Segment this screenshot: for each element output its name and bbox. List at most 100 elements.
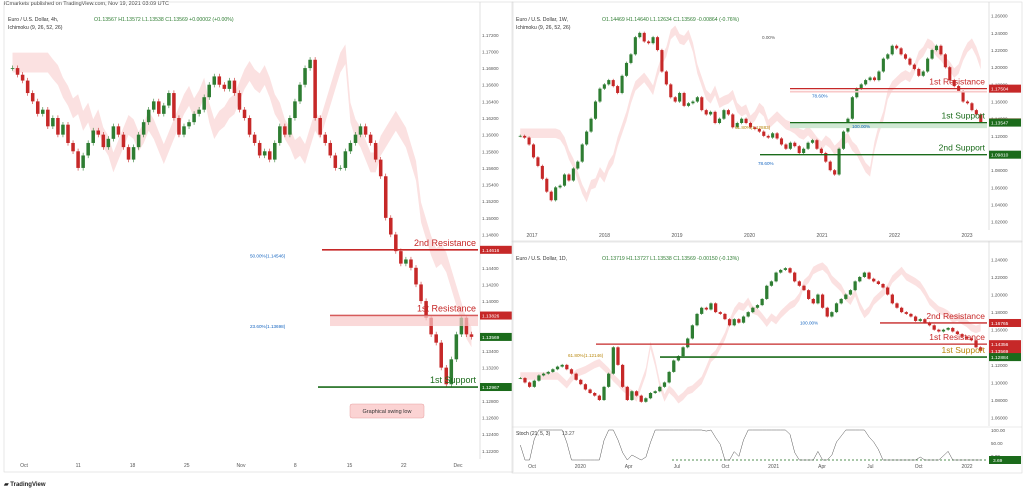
panel-border [511, 1, 1023, 243]
panel-ohlc: O1.13567 H1.13572 L1.13538 C1.13569 +0.0… [94, 17, 234, 23]
candle-body [61, 124, 65, 135]
candle-body [833, 170, 837, 175]
candle-body [116, 126, 121, 135]
candle-body [946, 327, 950, 330]
panel-ohlc: O1.14469 H1.14640 L1.12634 C1.13569 -0.0… [602, 17, 739, 23]
candle-body [567, 174, 571, 181]
candle-body [207, 84, 211, 98]
candle-body [576, 161, 580, 169]
candle-body [162, 105, 166, 114]
candle-body [101, 134, 106, 148]
candle-body [588, 389, 592, 393]
candle-body [690, 325, 695, 339]
candle-body [830, 312, 834, 317]
candle-body [903, 54, 908, 59]
candle-body [784, 144, 788, 149]
candle-body [965, 336, 969, 339]
panel-title: Euro / U.S. Dollar, 1D, [516, 256, 567, 262]
candle-body [726, 110, 730, 115]
candle-body [620, 75, 624, 93]
candle-body [46, 109, 50, 127]
fib-100-label: 100.00% [852, 124, 870, 129]
candle-body [979, 114, 983, 123]
candle-body [419, 284, 423, 302]
y-tick-label: 1.12200 [482, 449, 499, 454]
candle-body [585, 131, 589, 145]
stoch-tag [989, 456, 1021, 464]
price-tag [480, 245, 512, 254]
panel-ohlc: O1.13719 H1.13727 L1.13538 C1.13569 -0.0… [602, 256, 739, 262]
candle-body [802, 285, 806, 291]
candle-body [409, 259, 413, 268]
candle-body [252, 134, 257, 143]
candle-body [574, 373, 578, 380]
candle-body [850, 97, 854, 119]
candle-body [630, 391, 634, 401]
stoch-line [520, 429, 981, 461]
y-tick-label: 1.20000 [991, 65, 1008, 70]
candle-body [802, 148, 806, 154]
candle-body [414, 267, 418, 285]
candle-body [859, 84, 863, 89]
tradingview-logo: ▰ TradingView [4, 482, 46, 488]
candle-body [673, 97, 677, 102]
candle-body [681, 347, 685, 357]
candle-body [579, 379, 583, 385]
y-tick-label: 1.17000 [482, 49, 499, 54]
x-tick-label: Dec [454, 463, 463, 469]
candle-body [328, 142, 333, 156]
fib-78b-label: 78.60% [758, 161, 774, 166]
candle-body [948, 67, 952, 81]
candle-body [237, 93, 242, 110]
candle-body [469, 334, 474, 337]
y-tick-label: 1.16000 [991, 100, 1008, 105]
resistance-zone [790, 90, 987, 93]
candle-body [527, 137, 531, 145]
candle-body [655, 37, 660, 51]
candle-body [323, 134, 327, 143]
candle-body [825, 307, 829, 317]
candle-body [855, 88, 859, 98]
label-1st-resistance: 1st Resistance [417, 304, 476, 314]
candle-body [737, 319, 741, 323]
candle-body [811, 298, 815, 304]
candle-body [700, 307, 704, 314]
candle-body [960, 334, 964, 337]
candle-body [562, 174, 567, 186]
ichimoku-cloud [520, 25, 981, 203]
candle-body [797, 146, 801, 154]
fib-61-label: 61.80%(1.12883) [735, 125, 771, 130]
candle-body [394, 234, 398, 252]
candle-body [71, 142, 75, 152]
y-tick-label: 1.06000 [991, 185, 1008, 190]
label-1st-support: 1st Support [942, 111, 986, 121]
candle-body [913, 316, 918, 321]
y-tick-label: 1.22000 [991, 275, 1008, 280]
candle-body [658, 386, 662, 392]
candle-body [741, 316, 746, 323]
candle-body [187, 122, 191, 127]
candle-body [593, 101, 598, 119]
candle-body [937, 329, 941, 332]
stoch-tag-label: 3.69 [993, 458, 1003, 464]
candle-body [607, 373, 611, 387]
candle-body [288, 118, 292, 135]
candle-body [695, 97, 699, 102]
fib-78-label: 78.60% [812, 93, 828, 98]
fib-50-label: 50.00%(1.14546) [250, 253, 286, 258]
y-tick-label: 1.08000 [991, 168, 1008, 173]
chart-daily-panel: Euro / U.S. Dollar, 1D, O1.13719 H1.13727… [511, 240, 1023, 474]
candle-body [222, 84, 227, 89]
candle-body [881, 58, 885, 72]
y-tick-label: 1.16600 [482, 83, 499, 88]
ichimoku-cloud [520, 262, 981, 404]
x-tick-label: 2022 [889, 233, 900, 239]
candle-body [939, 45, 943, 55]
candle-body [881, 284, 885, 288]
candle-body [439, 342, 443, 368]
candle-body [974, 110, 978, 115]
panel-border [511, 240, 1023, 474]
candle-body [546, 371, 550, 374]
stoch-tick-label: 50.00 [991, 441, 1003, 446]
